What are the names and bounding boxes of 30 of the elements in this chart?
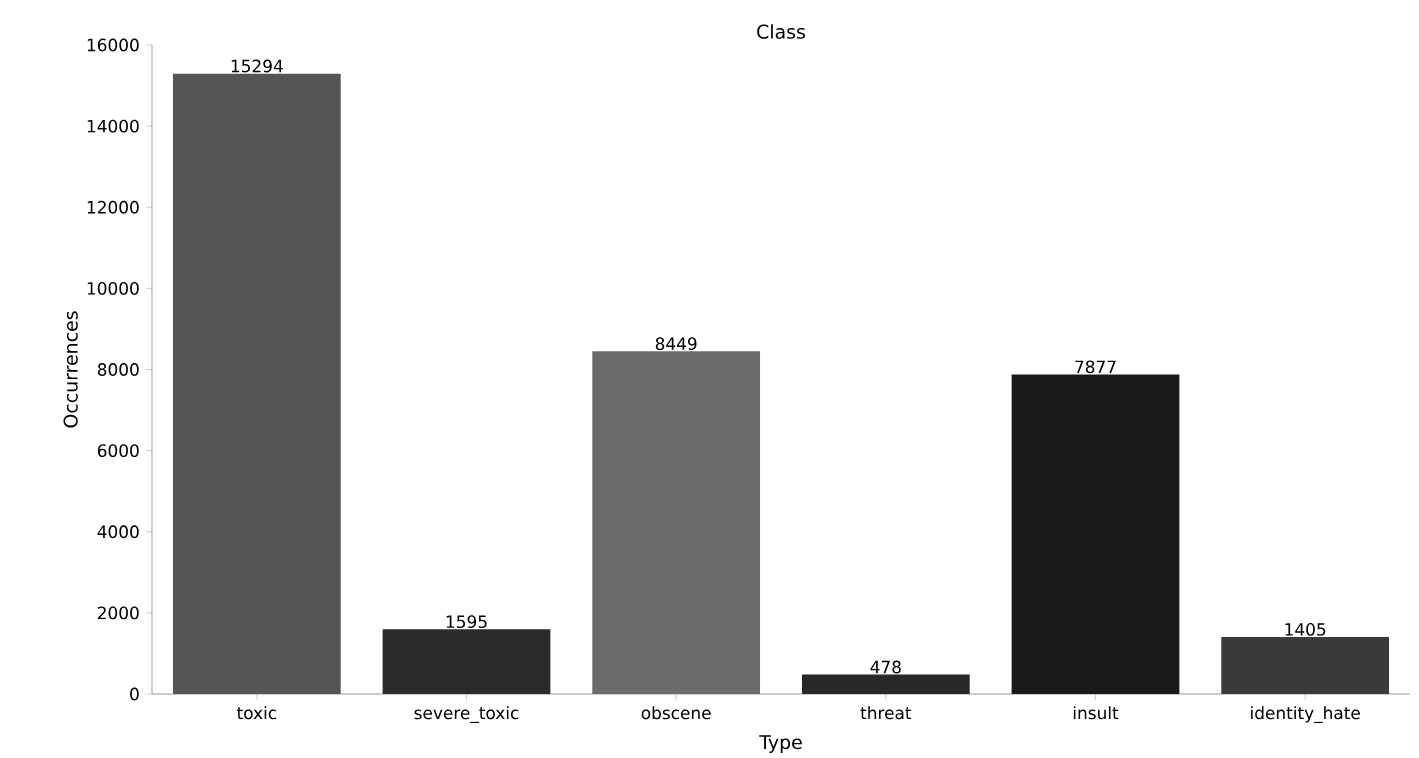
y-tick-label: 16000 xyxy=(87,38,139,52)
bar xyxy=(1221,637,1390,694)
x-tick-label: obscene xyxy=(641,706,711,720)
x-tick-label: insult xyxy=(1073,706,1119,720)
data-label: 15294 xyxy=(231,59,283,73)
y-tick-label: 6000 xyxy=(97,444,139,458)
y-tick-label: 4000 xyxy=(97,525,139,539)
x-tick-label: threat xyxy=(860,706,912,720)
y-tick-label: 2000 xyxy=(97,606,139,620)
y-tick-label: 0 xyxy=(130,687,139,701)
x-tick-label: severe_toxic xyxy=(414,706,519,724)
y-tick-label: 8000 xyxy=(97,363,139,376)
data-label: 478 xyxy=(870,660,901,674)
bar xyxy=(172,73,341,694)
data-label: 1595 xyxy=(446,615,487,629)
chart-title: Class xyxy=(757,24,805,39)
x-tick-label: identity_hate xyxy=(1251,706,1360,724)
y-tick-label: 12000 xyxy=(87,200,139,214)
x-axis-title: Type xyxy=(759,735,802,753)
data-label: 1405 xyxy=(1285,622,1326,636)
bar xyxy=(801,674,970,694)
bar xyxy=(382,629,551,694)
data-label: 7877 xyxy=(1075,360,1116,374)
bar xyxy=(592,351,761,694)
y-axis-title: Occurrences xyxy=(63,311,78,428)
y-tick-label: 10000 xyxy=(87,281,139,295)
y-tick-label: 14000 xyxy=(87,119,139,133)
data-label: 8449 xyxy=(655,337,697,351)
bar xyxy=(1011,374,1180,694)
x-tick-label: toxic xyxy=(237,706,277,720)
